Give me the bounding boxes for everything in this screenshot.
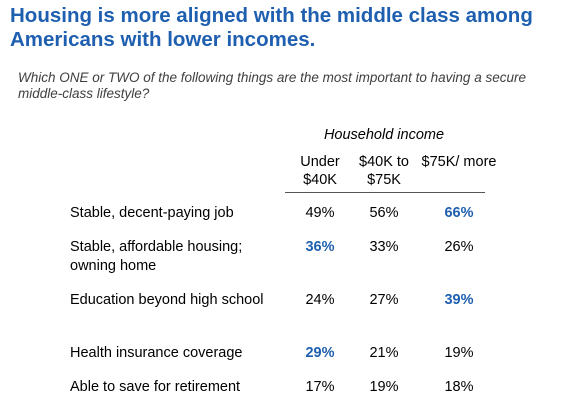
table-cell: 49% (305, 205, 335, 221)
header-rule (285, 192, 485, 193)
column-header: Under $40K (300, 154, 340, 188)
row-label: Able to save for retirement (70, 379, 241, 395)
row-label: Education beyond high school (70, 292, 264, 308)
row-label: Stable, decent-paying job (70, 205, 234, 221)
table-cell: 27% (369, 292, 399, 308)
row-label: Health insurance coverage (70, 345, 243, 361)
table-cell: 21% (369, 345, 399, 361)
table-cell: 56% (369, 205, 399, 221)
table-cell: 66% (444, 205, 474, 221)
column-group-header: Household income (323, 127, 445, 143)
column-header: $75K/ more (421, 154, 497, 170)
survey-question: Which ONE or TWO of the following things… (18, 70, 526, 101)
row-label: Stable, affordable housing; owning home (70, 239, 243, 274)
table-cell: 19% (369, 379, 399, 395)
table-cell: 33% (369, 239, 399, 255)
table-cell: 17% (305, 379, 335, 395)
table-cell: 24% (305, 292, 335, 308)
table-cell: 39% (444, 292, 474, 308)
table-cell: 19% (444, 345, 474, 361)
chart-title: Housing is more aligned with the middle … (10, 4, 533, 51)
table-cell: 26% (444, 239, 474, 255)
table-cell: 29% (305, 345, 335, 361)
table-cell: 36% (305, 239, 335, 255)
table-cell: 18% (444, 379, 474, 395)
column-header: $40K to $75K (359, 154, 409, 188)
